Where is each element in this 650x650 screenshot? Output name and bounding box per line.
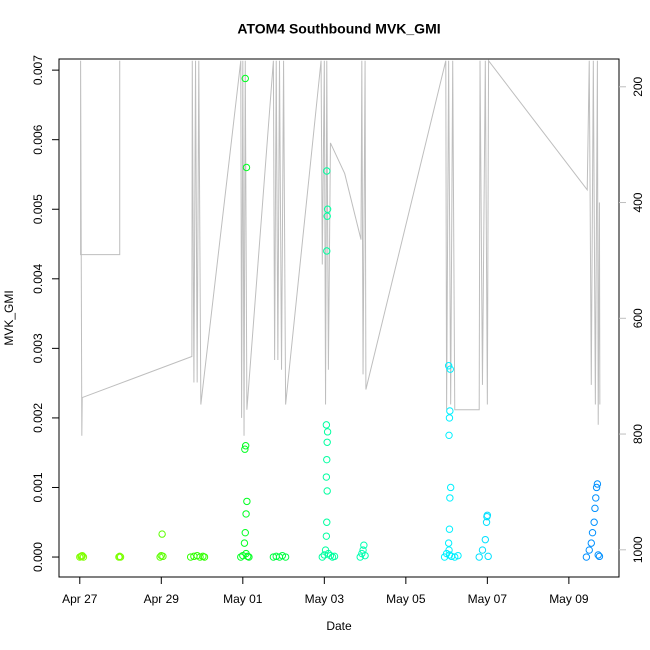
point [454, 551, 462, 560]
y-tick-label: 0.002 [31, 403, 45, 433]
y-tick-label: 0.007 [31, 55, 45, 85]
y-tick-label: 0.000 [31, 542, 45, 572]
pressure-line [80, 59, 601, 436]
point [323, 167, 331, 175]
point [356, 553, 364, 561]
point [323, 205, 332, 213]
point [444, 539, 453, 547]
x-tick-label: May 03 [305, 592, 345, 606]
point [585, 546, 593, 554]
y-tick-label: 0.003 [31, 333, 45, 363]
point [590, 518, 598, 526]
plot-area [76, 59, 604, 561]
x-tick-label: Apr 29 [144, 592, 180, 606]
point [591, 504, 599, 513]
point [242, 163, 251, 172]
point [446, 365, 454, 373]
point [78, 552, 86, 561]
y2-tick-label: 1000 [631, 536, 645, 563]
point [446, 494, 454, 502]
plot-frame [58, 58, 620, 578]
point [322, 473, 331, 481]
point [322, 421, 331, 429]
x-tick-label: May 05 [386, 592, 426, 606]
point [156, 553, 164, 561]
point [595, 552, 604, 561]
point [243, 497, 251, 506]
point [592, 494, 600, 502]
y-tick-label: 0.006 [31, 124, 45, 154]
point [318, 553, 326, 561]
chart-title: ATOM4 Southbound MVK_GMI [237, 21, 440, 37]
point [451, 553, 459, 561]
point [244, 552, 252, 561]
x-tick-label: Apr 27 [62, 592, 98, 606]
x-tick-label: May 09 [549, 592, 589, 606]
point [482, 518, 491, 526]
point [200, 553, 209, 561]
point [241, 528, 249, 537]
point [478, 546, 487, 554]
point [446, 407, 454, 415]
point [446, 483, 455, 492]
point [594, 551, 602, 559]
point [323, 438, 331, 446]
point [116, 553, 125, 561]
y2-tick-label: 400 [631, 192, 645, 212]
y2-tick-label: 600 [631, 308, 645, 328]
point [587, 539, 595, 547]
point [361, 551, 369, 560]
point [475, 553, 483, 561]
point [481, 535, 490, 544]
x-tick-label: May 07 [468, 592, 508, 606]
point [484, 552, 492, 561]
point [323, 212, 331, 220]
point [326, 551, 335, 560]
point [445, 525, 454, 533]
point [445, 431, 453, 440]
point [483, 511, 492, 520]
point [278, 551, 287, 560]
point [582, 553, 591, 561]
point [444, 362, 453, 370]
point [323, 518, 331, 526]
y2-tick-label: 800 [631, 424, 645, 444]
point [240, 539, 249, 547]
point [196, 553, 204, 561]
y-tick-label: 0.004 [31, 263, 45, 293]
y-tick-label: 0.001 [31, 472, 45, 502]
point [593, 480, 602, 488]
point [245, 553, 253, 561]
point [330, 552, 339, 561]
point [281, 553, 290, 561]
x-tick-label: May 01 [223, 592, 263, 606]
point [445, 414, 454, 422]
point [360, 541, 368, 549]
point [592, 483, 601, 492]
point [242, 510, 250, 518]
point [322, 532, 331, 540]
y-axis-label: MVK_GMI [2, 290, 16, 345]
point [241, 445, 249, 453]
x-axis-label: Date [326, 619, 352, 633]
y-tick-label: 0.005 [31, 194, 45, 224]
point [323, 487, 331, 495]
point [588, 528, 597, 537]
point [241, 74, 249, 83]
point [323, 247, 331, 255]
point [445, 546, 453, 554]
point [237, 553, 245, 561]
point [158, 530, 166, 538]
point [323, 455, 331, 464]
point [116, 552, 124, 561]
y2-tick-label: 200 [631, 76, 645, 96]
point [159, 552, 167, 561]
point [241, 442, 250, 450]
point [323, 428, 332, 436]
